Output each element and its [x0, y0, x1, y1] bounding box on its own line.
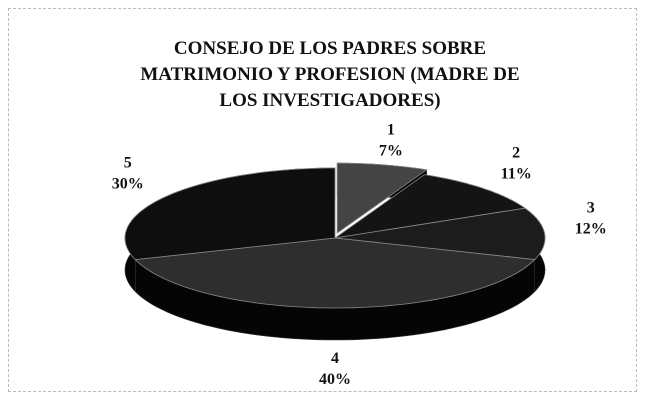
- chart-title: CONSEJO DE LOS PADRES SOBRE MATRIMONIO Y…: [140, 38, 520, 111]
- category-label: 2: [512, 144, 520, 161]
- category-label: 1: [387, 121, 395, 138]
- value-label: 30%: [112, 175, 144, 192]
- slice: [124, 167, 336, 261]
- value-label: 7%: [379, 142, 403, 159]
- value-label: 11%: [501, 165, 532, 182]
- category-label: 5: [124, 154, 132, 171]
- slice: [334, 174, 527, 239]
- slice: [334, 207, 546, 261]
- chart-frame: [8, 8, 637, 392]
- slice: [134, 237, 536, 309]
- category-label: 3: [587, 199, 595, 216]
- slice: [336, 162, 428, 234]
- category-label: 4: [331, 350, 339, 367]
- value-label: 40%: [319, 371, 351, 388]
- value-label: 12%: [575, 220, 607, 237]
